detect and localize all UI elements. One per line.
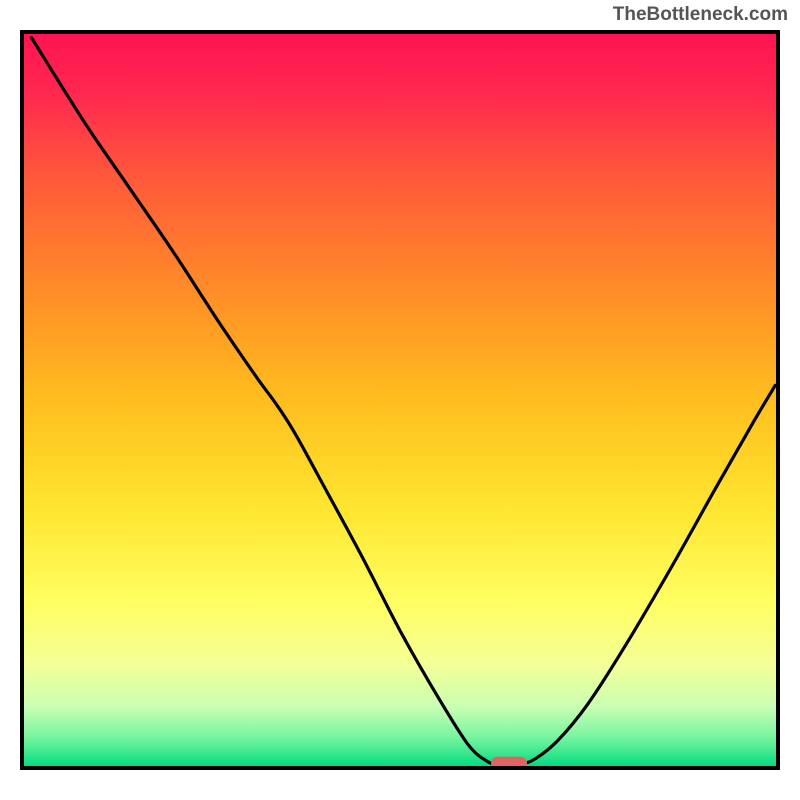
optimum-marker xyxy=(491,757,527,766)
watermark: TheBottleneck.com xyxy=(613,4,788,26)
plot-background xyxy=(24,34,776,766)
chart-svg xyxy=(24,34,776,766)
plot-area xyxy=(20,30,780,770)
